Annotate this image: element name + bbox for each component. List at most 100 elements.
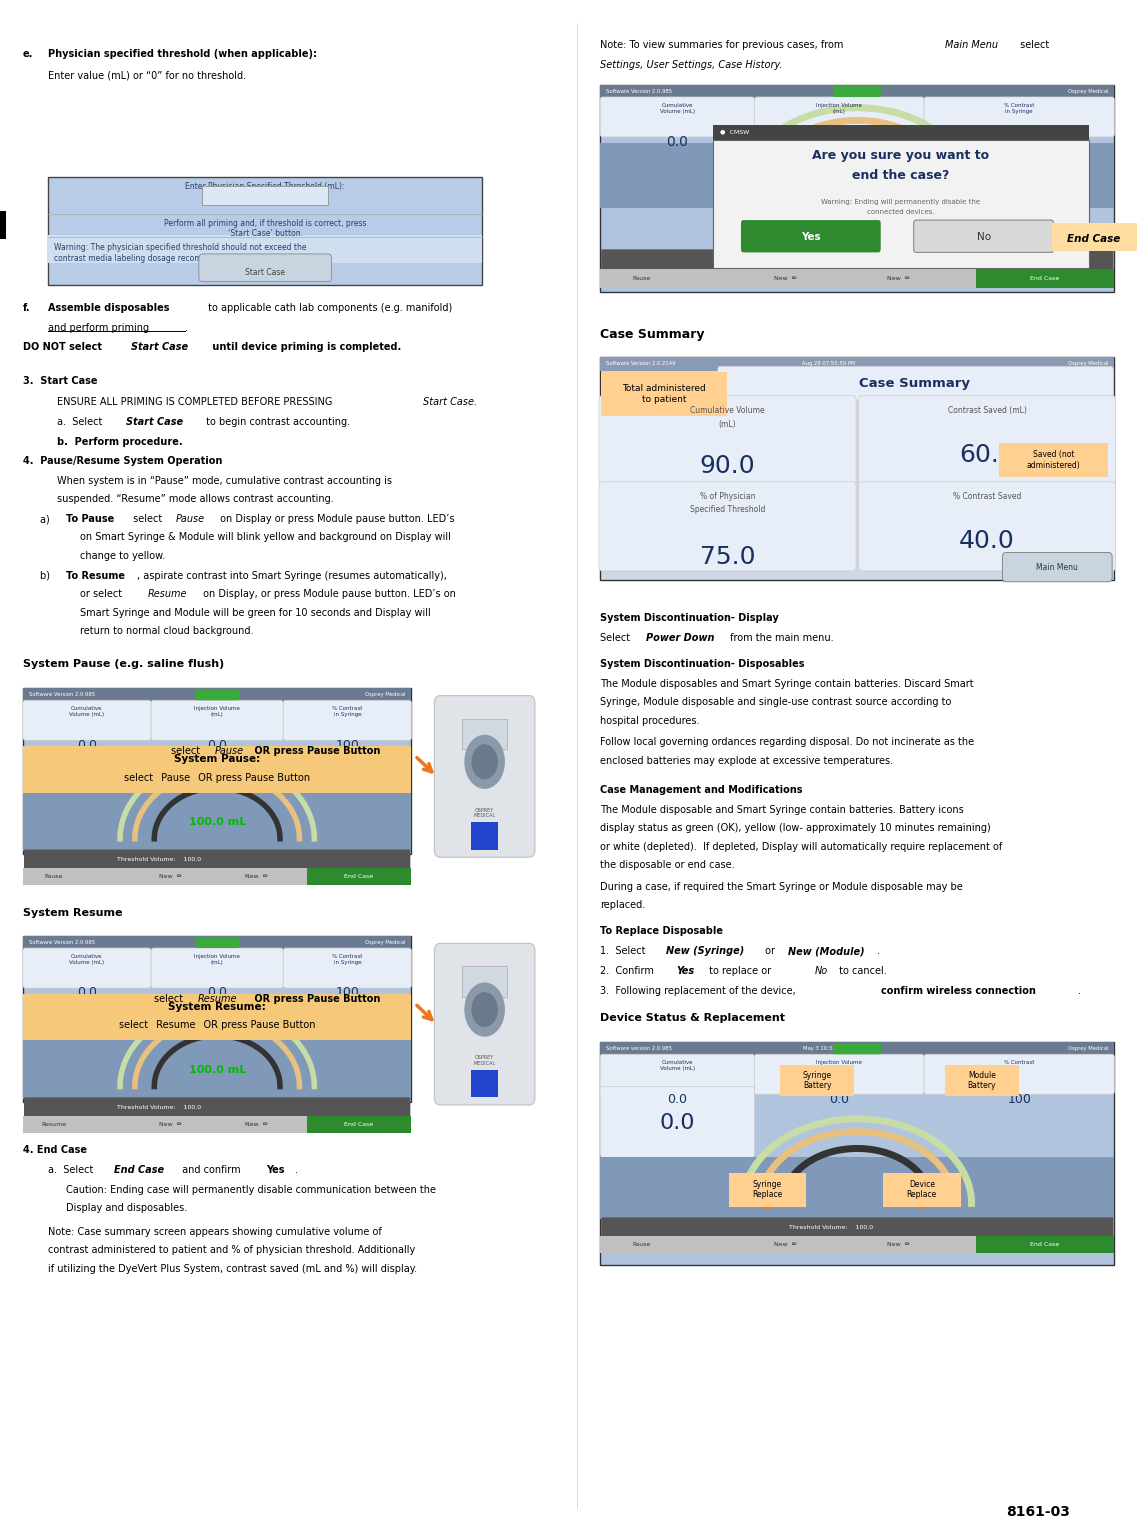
Text: Syringe, Module disposable and single-use contrast source according to: Syringe, Module disposable and single-us… <box>600 697 951 706</box>
Text: 0.0: 0.0 <box>829 135 850 149</box>
Bar <box>23 746 411 793</box>
Text: Cumulative Volume: Cumulative Volume <box>690 406 765 416</box>
Bar <box>202 186 328 205</box>
Text: 90.0: 90.0 <box>700 454 756 479</box>
Text: Cumulative
Volume (mL): Cumulative Volume (mL) <box>70 706 104 717</box>
Bar <box>23 868 411 885</box>
Text: 100: 100 <box>1006 135 1032 149</box>
Text: and confirm: and confirm <box>179 1165 245 1174</box>
Text: Device
Replace: Device Replace <box>906 1180 937 1199</box>
Text: New  ✏: New ✏ <box>774 275 797 282</box>
Bar <box>600 1042 1114 1056</box>
Text: Perform all priming and, if threshold is correct, press: Perform all priming and, if threshold is… <box>163 219 367 228</box>
Bar <box>23 793 411 851</box>
Text: Yes: Yes <box>801 232 821 242</box>
Text: ●  CMSW: ● CMSW <box>720 129 750 135</box>
Text: return to normal cloud background.: return to normal cloud background. <box>80 626 254 636</box>
Text: System Discontinuation- Disposables: System Discontinuation- Disposables <box>600 659 805 668</box>
Text: No: No <box>815 966 829 976</box>
Circle shape <box>465 736 504 788</box>
Text: Threshold Volume:    100.0: Threshold Volume: 100.0 <box>790 1225 873 1230</box>
Text: Pause: Pause <box>632 275 650 282</box>
Bar <box>23 688 411 854</box>
Text: Settings, User Settings, Case History.: Settings, User Settings, Case History. <box>600 60 783 69</box>
Text: a.  Select: a. Select <box>48 1165 96 1174</box>
Text: Software Version 2.0.2149: Software Version 2.0.2149 <box>606 362 676 366</box>
Text: Case Summary: Case Summary <box>600 328 704 340</box>
Text: % Contrast Saved: % Contrast Saved <box>953 492 1021 502</box>
Bar <box>463 966 507 997</box>
Text: Note: To view summaries for previous cases, from: Note: To view summaries for previous cas… <box>600 40 847 49</box>
Text: ‘Start Case’ button.: ‘Start Case’ button. <box>227 229 303 239</box>
Bar <box>600 1042 1114 1265</box>
FancyBboxPatch shape <box>718 366 1113 400</box>
Text: % Contrast
in Syringe: % Contrast in Syringe <box>333 706 362 717</box>
Text: Are you sure you want to: Are you sure you want to <box>813 149 990 162</box>
Text: OSPREY
MEDICAL: OSPREY MEDICAL <box>473 808 496 819</box>
Text: e.: e. <box>23 49 33 58</box>
Circle shape <box>472 745 497 779</box>
Text: Main Menu: Main Menu <box>945 40 998 49</box>
Bar <box>23 994 411 1040</box>
Text: Warning: The physician specified threshold should not exceed the: Warning: The physician specified thresho… <box>54 243 306 252</box>
FancyBboxPatch shape <box>741 220 881 252</box>
FancyBboxPatch shape <box>601 249 1113 271</box>
Text: confirm wireless connection: confirm wireless connection <box>881 986 1036 996</box>
Circle shape <box>472 993 497 1027</box>
Text: contrast administered to patient and % of physician threshold. Additionally: contrast administered to patient and % o… <box>48 1245 415 1254</box>
Text: 60.0: 60.0 <box>959 443 1015 468</box>
FancyBboxPatch shape <box>913 220 1054 252</box>
Text: Enter Physician Specified Threshold (mL):: Enter Physician Specified Threshold (mL)… <box>185 182 345 191</box>
Text: DO NOT select: DO NOT select <box>23 342 105 351</box>
Text: New (Syringe): New (Syringe) <box>666 946 744 956</box>
FancyBboxPatch shape <box>1002 553 1112 582</box>
Text: , aspirate contrast into Smart Syringe (resumes automatically),: , aspirate contrast into Smart Syringe (… <box>137 571 447 580</box>
Text: .: . <box>295 1165 298 1174</box>
FancyBboxPatch shape <box>283 700 411 740</box>
Text: Resume: Resume <box>147 589 187 599</box>
Bar <box>463 719 507 749</box>
Bar <box>23 1040 411 1099</box>
Bar <box>999 443 1108 477</box>
FancyBboxPatch shape <box>469 700 501 725</box>
Text: Injection Volume
(n: Injection Volume (n <box>816 1060 862 1071</box>
Bar <box>600 85 1114 98</box>
Text: 0.0: 0.0 <box>666 135 688 149</box>
Text: System Discontinuation- Display: System Discontinuation- Display <box>600 613 778 622</box>
Text: 3.  Following replacement of the device,: 3. Following replacement of the device, <box>600 986 799 996</box>
FancyBboxPatch shape <box>599 396 856 485</box>
Text: display status as green (OK), yellow (low- approximately 10 minutes remaining): display status as green (OK), yellow (lo… <box>600 823 991 833</box>
Bar <box>471 1070 498 1097</box>
Text: Saved (not
administered): Saved (not administered) <box>1026 451 1080 469</box>
Text: System Resume:: System Resume: <box>168 1002 266 1011</box>
FancyBboxPatch shape <box>858 482 1116 571</box>
Text: 0.0: 0.0 <box>844 168 871 183</box>
Text: 100: 100 <box>1007 1093 1031 1105</box>
Text: Software version 2.0.985: Software version 2.0.985 <box>606 1047 672 1051</box>
Text: 8161-03: 8161-03 <box>1006 1505 1070 1519</box>
Text: % Contrast
in Syringe: % Contrast in Syringe <box>333 954 362 965</box>
Text: Osprey Medical: Osprey Medical <box>1069 1047 1109 1051</box>
Text: No: No <box>976 232 991 242</box>
Text: Threshold Volume:    100.0: Threshold Volume: 100.0 <box>117 1105 201 1110</box>
Text: 100: 100 <box>335 986 359 999</box>
Text: or: or <box>762 946 778 956</box>
Text: replaced.: replaced. <box>600 900 646 910</box>
Text: New  ✏: New ✏ <box>245 1122 267 1127</box>
Text: to replace or: to replace or <box>706 966 775 976</box>
Bar <box>729 1173 807 1207</box>
Text: Device Status & Replacement: Device Status & Replacement <box>600 1013 785 1022</box>
Text: System Pause (e.g. saline flush): System Pause (e.g. saline flush) <box>23 659 224 668</box>
Text: Case Summary: Case Summary <box>858 377 970 389</box>
Text: Yes: Yes <box>677 966 695 976</box>
FancyBboxPatch shape <box>23 700 151 740</box>
Text: end the case?: end the case? <box>853 169 950 182</box>
Text: Software Version 2.0.985: Software Version 2.0.985 <box>29 693 95 697</box>
Bar <box>713 140 1088 268</box>
Text: Contrast Saved (mL): Contrast Saved (mL) <box>948 406 1026 416</box>
Text: the disposable or end case.: the disposable or end case. <box>600 860 735 870</box>
Text: .: . <box>185 323 189 332</box>
Text: Cumulative
Volume (mL): Cumulative Volume (mL) <box>70 954 104 965</box>
FancyBboxPatch shape <box>924 1054 1114 1094</box>
Text: Software Version 2.0.985: Software Version 2.0.985 <box>29 940 95 945</box>
